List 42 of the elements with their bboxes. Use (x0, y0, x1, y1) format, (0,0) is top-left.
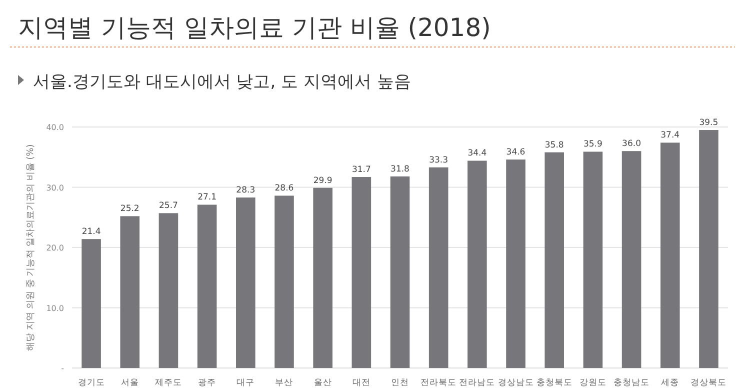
x-tick-label: 전라남도 (459, 378, 496, 388)
y-tick-label: 20.0 (46, 244, 64, 252)
x-tick-label: 대구 (236, 378, 255, 388)
data-label: 28.6 (274, 184, 294, 194)
x-tick-label: 대전 (352, 378, 370, 388)
x-tick-label: 충청남도 (614, 378, 650, 388)
data-label: 21.4 (82, 227, 101, 238)
x-tick-label: 강원도 (579, 378, 606, 388)
x-tick-label: 서울 (120, 378, 139, 388)
y-tick-label: 10.0 (46, 304, 64, 313)
data-label: 34.6 (506, 148, 526, 158)
x-tick-label: 충청북도 (536, 378, 572, 388)
data-label: 25.7 (159, 201, 178, 212)
data-label: 27.1 (198, 192, 217, 203)
subtitle: 서울.경기도와 대도시에서 낮고, 도 지역에서 높음 (33, 72, 411, 92)
title: 지역별 기능적 일차의료 기관 비율 (2018) (18, 13, 491, 42)
x-tick-label: 부산 (275, 378, 294, 388)
x-tick-label: 울산 (314, 378, 332, 388)
x-tick-label: 인천 (391, 378, 409, 388)
ylabel: 해당 지역 의원 중 기능적 일차의료기관의 비율 (%) (26, 144, 36, 351)
data-label: 29.9 (313, 176, 332, 186)
data-label: 33.3 (429, 155, 448, 166)
x-tick-label: 경기도 (78, 378, 105, 388)
x-tick-label: 제주도 (154, 378, 182, 388)
data-label: 35.8 (544, 140, 564, 150)
data-label: 25.2 (120, 204, 140, 214)
data-label: 31.7 (352, 165, 371, 176)
x-tick-label: 경상남도 (498, 378, 534, 388)
y-tick-label: 40.0 (46, 123, 64, 132)
x-tick-label: 경상북도 (690, 378, 727, 388)
x-tick-label: 광주 (198, 378, 216, 388)
data-label: 28.3 (236, 185, 256, 196)
data-label: 31.8 (390, 164, 410, 174)
data-label: 35.9 (583, 140, 602, 150)
y-tick-label: 30.0 (46, 183, 64, 192)
y-tick-label: - (61, 364, 64, 373)
data-label: 36.0 (622, 139, 641, 150)
data-label: 34.4 (468, 148, 487, 159)
x-tick-label: 전라북도 (420, 378, 457, 388)
data-label: 39.5 (699, 118, 718, 128)
x-tick-label: 세종 (661, 378, 680, 388)
data-label: 37.4 (660, 130, 680, 141)
